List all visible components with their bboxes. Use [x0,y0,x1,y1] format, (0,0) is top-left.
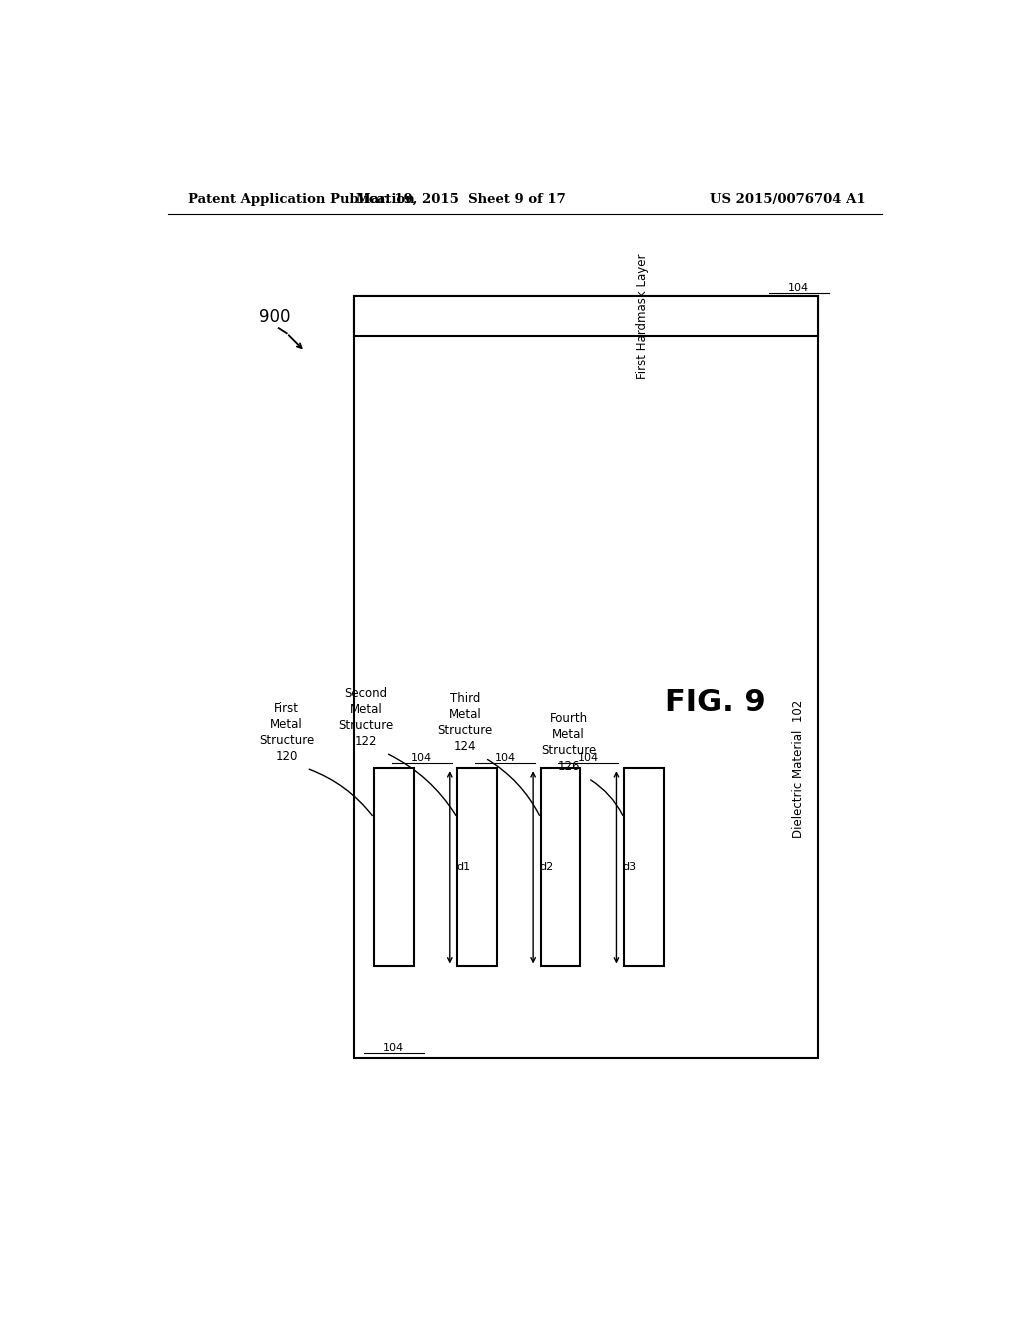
Text: Fourth
Metal
Structure
126: Fourth Metal Structure 126 [541,713,596,774]
Text: US 2015/0076704 A1: US 2015/0076704 A1 [711,193,866,206]
Text: Patent Application Publication: Patent Application Publication [187,193,415,206]
Text: 900: 900 [259,308,291,326]
Text: 104: 104 [788,282,809,293]
Bar [458,768,497,966]
Text: 104: 104 [578,754,599,763]
Text: d2: d2 [540,862,554,873]
Text: Mar. 19, 2015  Sheet 9 of 17: Mar. 19, 2015 Sheet 9 of 17 [356,193,566,206]
Text: Second
Metal
Structure
122: Second Metal Structure 122 [339,686,393,748]
Text: Dielectric Material  102: Dielectric Material 102 [793,700,805,838]
Text: 104: 104 [495,754,515,763]
Text: FIG. 9: FIG. 9 [665,688,766,717]
Bar [374,768,414,966]
Text: 104: 104 [383,1043,404,1053]
Bar [354,296,818,337]
Text: d1: d1 [456,862,470,873]
Text: d3: d3 [623,862,637,873]
Text: Third
Metal
Structure
124: Third Metal Structure 124 [437,692,493,752]
Bar [541,768,581,966]
Bar [354,296,818,1057]
Bar [624,768,664,966]
Text: First
Metal
Structure
120: First Metal Structure 120 [259,702,314,763]
Text: 104: 104 [411,754,432,763]
Text: First Hardmask Layer: First Hardmask Layer [636,253,648,379]
